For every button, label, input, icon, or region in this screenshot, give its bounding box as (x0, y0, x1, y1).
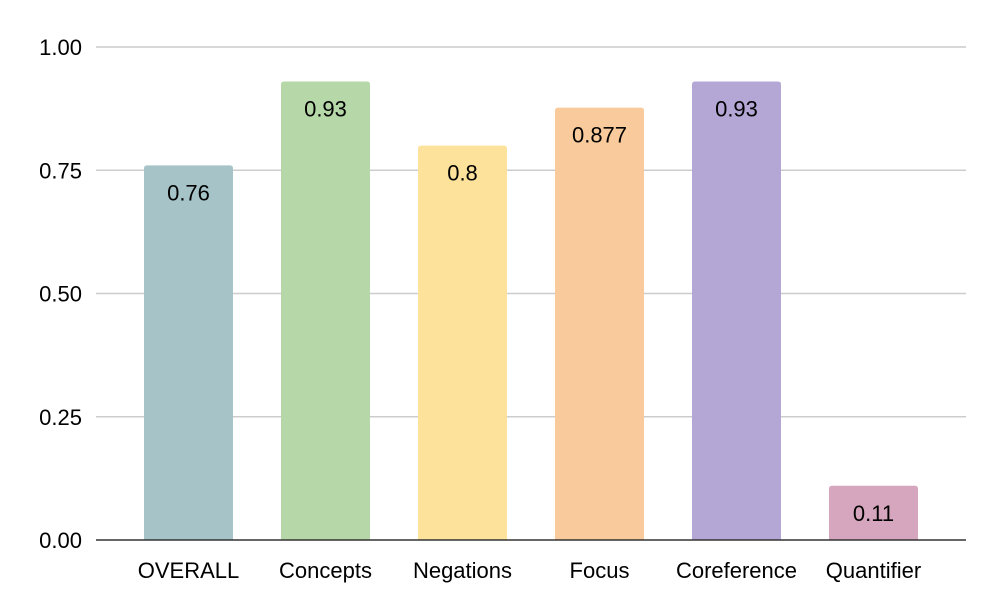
bars (144, 81, 918, 540)
bar-focus (555, 107, 644, 540)
x-tick-label: Quantifier (826, 558, 921, 583)
data-label: 0.76 (167, 180, 210, 205)
data-labels: 0.76 0.93 0.8 0.877 0.93 0.11 (167, 97, 894, 526)
x-tick-label: Coreference (676, 558, 797, 583)
data-label: 0.11 (853, 501, 894, 526)
x-tick-label: Concepts (279, 558, 372, 583)
gridlines (96, 46, 966, 418)
y-tick-label: 1.00 (39, 35, 82, 60)
bar-concepts (281, 81, 370, 540)
x-tick-label: Focus (570, 558, 630, 583)
x-tick-label: OVERALL (138, 558, 240, 583)
y-tick-label: 0.00 (39, 528, 82, 553)
x-tick-label: Negations (413, 558, 512, 583)
axes: 0.00 0.25 0.50 0.75 1.00 OVERALL Concepts Negat… (39, 35, 966, 583)
data-label: 0.877 (572, 123, 627, 148)
bar-quantifier (829, 485, 918, 540)
y-tick-label: 0.75 (39, 158, 82, 183)
bar-negations (418, 145, 507, 540)
y-tick-label: 0.50 (39, 282, 82, 307)
bar-coreference (692, 81, 781, 540)
data-label: 0.93 (304, 97, 347, 122)
data-label: 0.8 (447, 161, 478, 186)
y-tick-label: 0.25 (39, 405, 82, 430)
bar-overall (144, 165, 233, 540)
data-label: 0.93 (715, 97, 758, 122)
